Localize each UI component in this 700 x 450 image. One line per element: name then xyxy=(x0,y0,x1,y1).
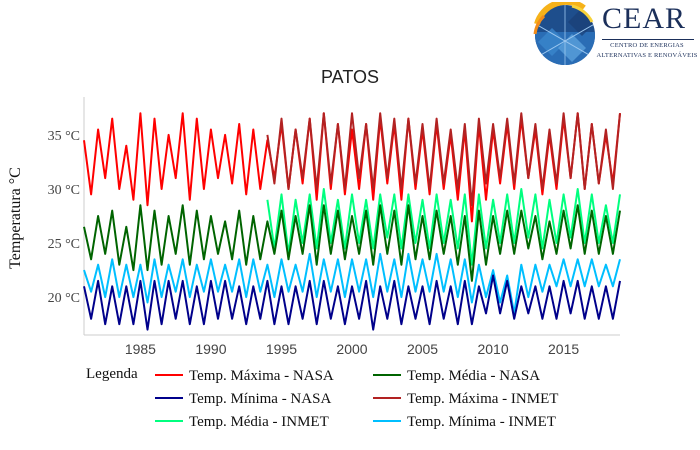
y-tick-label: 30 °C xyxy=(48,183,80,198)
x-tick-label: 2005 xyxy=(407,341,438,357)
legend-item-label: Temp. Máxima - INMET xyxy=(407,391,558,407)
legend-item-label: Temp. Mínima - INMET xyxy=(407,414,556,430)
x-tick-label: 2010 xyxy=(477,341,508,357)
series-line-2 xyxy=(266,112,621,207)
legend: Legenda Temp. Máxima - NASA Temp. Média -… xyxy=(86,366,558,430)
logo-title: CEAR xyxy=(602,2,687,35)
x-tick-label: 2000 xyxy=(336,341,367,357)
series-line-4 xyxy=(266,188,621,266)
legend-title: Legenda xyxy=(86,366,138,382)
x-tick-label: 2015 xyxy=(548,341,579,357)
series-line-6 xyxy=(83,252,621,315)
series-line-3 xyxy=(83,204,621,282)
legend-item-label: Temp. Mínima - NASA xyxy=(189,391,331,407)
series-line-5 xyxy=(83,274,621,331)
y-tick-label: 35 °C xyxy=(48,129,80,144)
legend-item-label: Temp. Máxima - NASA xyxy=(189,368,334,384)
series-group xyxy=(83,112,621,331)
x-tick-label: 1990 xyxy=(195,341,226,357)
cear-logo: CEAR CENTRO DE ENERGIAS ALTERNATIVAS E R… xyxy=(532,2,698,68)
logo-subtitle-line1: CENTRO DE ENERGIAS xyxy=(610,42,684,49)
globe-icon xyxy=(533,2,595,65)
y-tick-label: 25 °C xyxy=(48,237,80,252)
x-tick-label: 1995 xyxy=(266,341,297,357)
chart-title: PATOS xyxy=(321,67,379,87)
logo-rule xyxy=(602,39,694,40)
x-tick-label: 1985 xyxy=(125,341,156,357)
logo-subtitle-line2: ALTERNATIVAS E RENOVÁVEIS xyxy=(596,52,698,59)
legend-item-label: Temp. Média - NASA xyxy=(407,368,540,384)
y-axis-ticks: 20 °C 25 °C 30 °C 35 °C xyxy=(48,129,80,306)
x-axis-ticks: 1985 1990 1995 2000 2005 2010 2015 xyxy=(125,341,580,357)
legend-item-label: Temp. Média - INMET xyxy=(189,414,329,430)
y-tick-label: 20 °C xyxy=(48,291,80,306)
y-axis-label: Temperatura °C xyxy=(7,167,24,269)
